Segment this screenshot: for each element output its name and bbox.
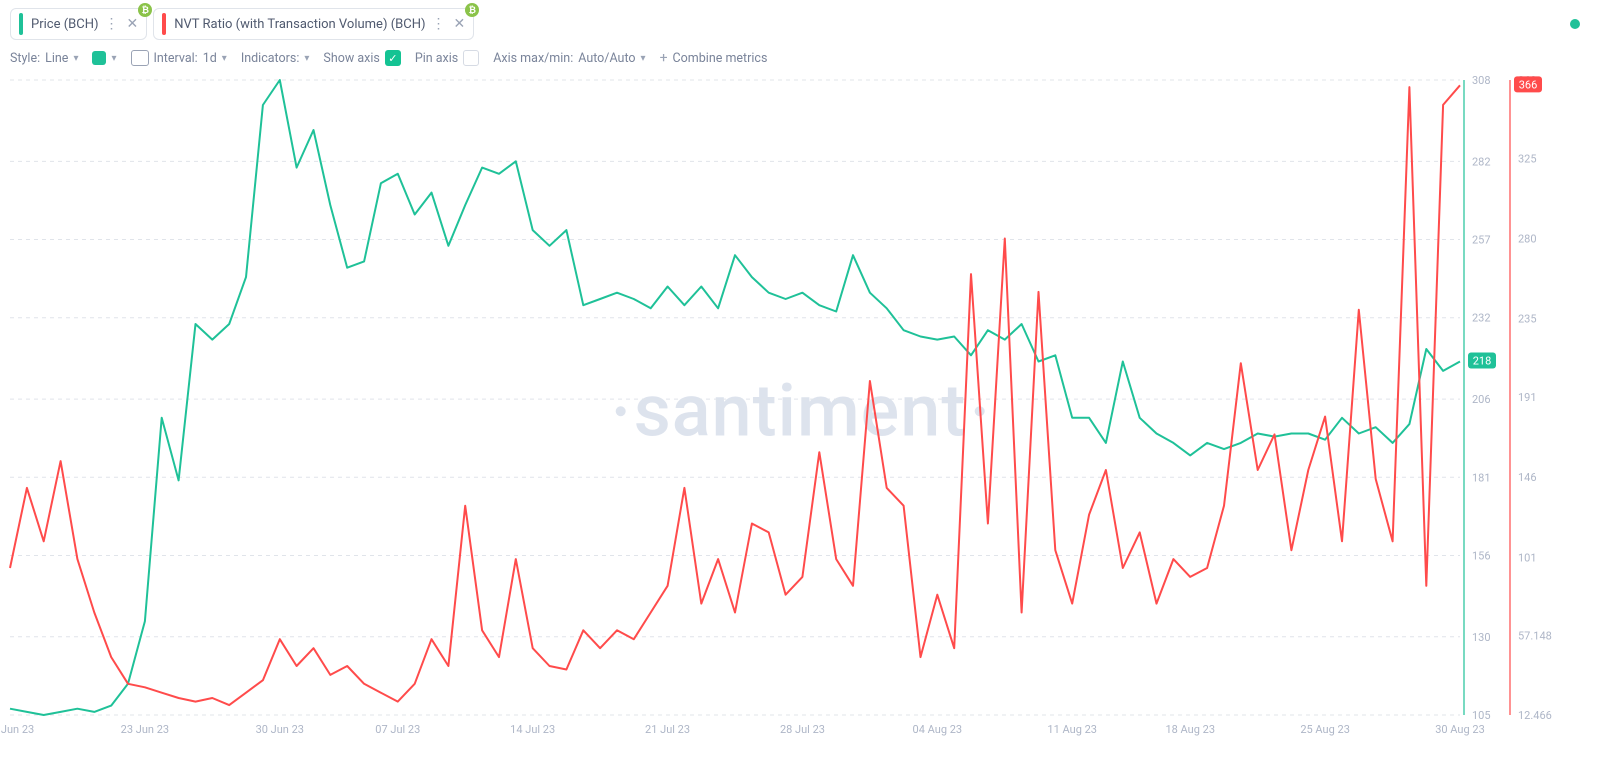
pin-axis-label: Pin axis — [415, 51, 458, 66]
chevron-down-icon: ▾ — [641, 53, 646, 64]
close-icon[interactable]: ✕ — [454, 16, 466, 32]
combine-metrics-button[interactable]: + Combine metrics — [660, 50, 768, 66]
style-value: Line — [45, 51, 68, 66]
axis-minmax-selector[interactable]: Axis max/min: Auto/Auto ▾ — [493, 51, 645, 66]
svg-text:21 Jul 23: 21 Jul 23 — [645, 723, 690, 736]
svg-text:12.466: 12.466 — [1518, 709, 1552, 722]
svg-text:206: 206 — [1472, 393, 1491, 406]
metric-chip-price[interactable]: Price (BCH) ⋮ ✕ ₿ — [10, 8, 147, 40]
pin-axis-toggle[interactable]: Pin axis — [415, 50, 479, 66]
indicators-selector[interactable]: Indicators: ▾ — [241, 51, 310, 66]
combine-label: Combine metrics — [673, 51, 768, 66]
svg-text:18 Aug 23: 18 Aug 23 — [1165, 723, 1215, 736]
close-icon[interactable]: ✕ — [127, 16, 139, 32]
color-picker[interactable]: ▾ — [92, 51, 116, 65]
svg-text:101: 101 — [1518, 551, 1537, 564]
svg-text:308: 308 — [1472, 75, 1491, 87]
chart-svg[interactable]: 16 Jun 23 23 Jun 23 30 Jun 23 07 Jul 23 14 J… — [0, 75, 1600, 755]
chevron-down-icon: ▾ — [222, 53, 227, 64]
coin-badge-icon: ₿ — [465, 3, 479, 17]
metric-label: NVT Ratio (with Transaction Volume) (BCH… — [174, 17, 425, 32]
chevron-down-icon: ▾ — [304, 53, 309, 64]
svg-text:218: 218 — [1473, 355, 1492, 368]
checkbox-on-icon: ✓ — [385, 50, 401, 66]
more-icon[interactable]: ⋮ — [105, 17, 119, 31]
svg-text:130: 130 — [1472, 631, 1491, 644]
svg-text:257: 257 — [1472, 234, 1491, 247]
svg-text:28 Jul 23: 28 Jul 23 — [780, 723, 825, 736]
coin-badge-icon: ₿ — [138, 3, 152, 17]
show-axis-label: Show axis — [323, 51, 379, 66]
style-selector[interactable]: Style: Line ▾ — [10, 51, 78, 66]
interval-value: 1d — [203, 51, 217, 66]
metric-accent — [19, 13, 23, 35]
metric-accent — [162, 13, 166, 35]
show-axis-toggle[interactable]: Show axis ✓ — [323, 50, 400, 66]
svg-text:156: 156 — [1472, 549, 1491, 562]
svg-text:30 Aug 23: 30 Aug 23 — [1435, 723, 1485, 736]
svg-text:14 Jul 23: 14 Jul 23 — [510, 723, 555, 736]
svg-text:11 Aug 23: 11 Aug 23 — [1047, 723, 1097, 736]
svg-text:25 Aug 23: 25 Aug 23 — [1300, 723, 1350, 736]
svg-text:235: 235 — [1518, 313, 1537, 326]
chevron-down-icon: ▾ — [73, 53, 78, 64]
interval-icon — [131, 50, 149, 66]
svg-text:282: 282 — [1472, 155, 1491, 168]
chart-toolbar: Style: Line ▾ ▾ Interval: 1d ▾ Indicator… — [0, 44, 1600, 75]
svg-text:191: 191 — [1518, 391, 1537, 404]
style-label: Style: — [10, 51, 40, 66]
axis-minmax-label: Axis max/min: — [493, 51, 573, 66]
interval-label: Interval: — [154, 51, 198, 66]
svg-text:07 Jul 23: 07 Jul 23 — [375, 723, 420, 736]
svg-text:105: 105 — [1472, 709, 1491, 722]
metric-chip-nvt[interactable]: NVT Ratio (with Transaction Volume) (BCH… — [153, 8, 474, 40]
metric-label: Price (BCH) — [31, 17, 99, 32]
axis-minmax-value: Auto/Auto — [578, 51, 635, 66]
svg-text:16 Jun 23: 16 Jun 23 — [0, 723, 34, 736]
svg-text:280: 280 — [1518, 233, 1537, 246]
indicators-label: Indicators: — [241, 51, 300, 66]
chevron-down-icon: ▾ — [111, 53, 116, 64]
more-icon[interactable]: ⋮ — [432, 17, 446, 31]
interval-selector[interactable]: Interval: 1d ▾ — [131, 50, 227, 66]
svg-text:23 Jun 23: 23 Jun 23 — [121, 723, 169, 736]
svg-text:30 Jun 23: 30 Jun 23 — [256, 723, 304, 736]
chart-area: santiment 16 Jun 2323 Jun 2330 Jun 2307 … — [0, 75, 1600, 755]
svg-text:232: 232 — [1472, 312, 1491, 325]
svg-text:366: 366 — [1519, 78, 1538, 91]
status-indicator — [1570, 19, 1580, 29]
svg-text:04 Aug 23: 04 Aug 23 — [913, 723, 963, 736]
svg-text:57.148: 57.148 — [1518, 629, 1552, 642]
svg-text:146: 146 — [1518, 471, 1537, 484]
metrics-bar: Price (BCH) ⋮ ✕ ₿ NVT Ratio (with Transa… — [0, 0, 1600, 44]
svg-text:181: 181 — [1472, 471, 1491, 484]
plus-icon: + — [660, 50, 668, 66]
svg-text:325: 325 — [1518, 152, 1537, 165]
color-swatch — [92, 51, 106, 65]
checkbox-off-icon — [463, 50, 479, 66]
